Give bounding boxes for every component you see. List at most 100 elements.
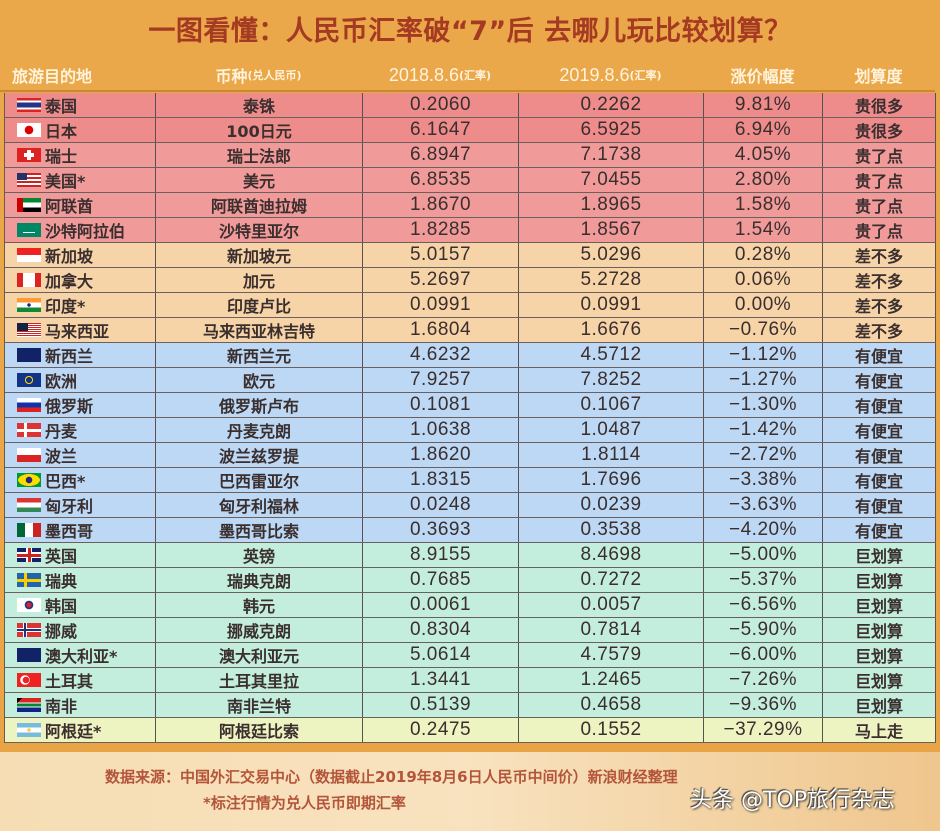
rating-cell: 巨划算 — [823, 543, 936, 567]
change-cell: −5.00% — [704, 543, 823, 567]
rate-2019-cell: 0.1067 — [519, 393, 704, 417]
exchange-rate-table: 泰国 泰铢 0.2060 0.2262 9.81% 贵很多 日本 100日元 6… — [4, 93, 936, 743]
rate-2018-cell: 6.8535 — [363, 168, 519, 192]
table-row: 土耳其 土耳其里拉 1.3441 1.2465 −7.26% 巨划算 — [5, 668, 936, 693]
eu-flag-icon — [17, 373, 41, 387]
newzealand-flag-icon — [17, 348, 41, 362]
rate-2018-cell: 0.0248 — [363, 493, 519, 517]
rate-2019-cell: 1.8567 — [519, 218, 704, 242]
rating-cell: 有便宜 — [823, 418, 936, 442]
rating-cell: 贵很多 — [823, 93, 936, 117]
rate-2019-cell: 0.3538 — [519, 518, 704, 542]
currency-cell: 新西兰元 — [156, 343, 363, 367]
rating-cell: 马上走 — [823, 718, 936, 742]
rate-2019-cell: 1.2465 — [519, 668, 704, 692]
table-row: 瑞典 瑞典克朗 0.7685 0.7272 −5.37% 巨划算 — [5, 568, 936, 593]
destination-cell: 阿根廷* — [5, 718, 156, 742]
destination-name: 新西兰 — [45, 347, 94, 366]
currency-cell: 南非兰特 — [156, 693, 363, 717]
rate-2019-cell: 1.6676 — [519, 318, 704, 342]
rate-2018-cell: 0.2475 — [363, 718, 519, 742]
destination-name: 加拿大 — [45, 272, 94, 291]
russia-flag-icon — [17, 398, 41, 412]
change-cell: 2.80% — [704, 168, 823, 192]
change-cell: 4.05% — [704, 143, 823, 167]
page-title: 一图看懂：人民币汇率破“7”后 去哪儿玩比较划算？ — [148, 16, 792, 47]
destination-name: 美国* — [45, 172, 86, 191]
table-row: 阿根廷* 阿根廷比索 0.2475 0.1552 −37.29% 马上走 — [5, 718, 936, 743]
rate-2019-cell: 1.8114 — [519, 443, 704, 467]
currency-cell: 巴西雷亚尔 — [156, 468, 363, 492]
rate-2019-cell: 1.0487 — [519, 418, 704, 442]
destination-name: 日本 — [45, 122, 78, 141]
rate-2018-cell: 0.1081 — [363, 393, 519, 417]
currency-cell: 泰铢 — [156, 93, 363, 117]
destination-name: 阿联酋 — [45, 197, 94, 216]
rating-cell: 巨划算 — [823, 618, 936, 642]
hungary-flag-icon — [17, 498, 41, 512]
rating-cell: 贵了点 — [823, 193, 936, 217]
destination-cell: 阿联酋 — [5, 193, 156, 217]
change-cell: −9.36% — [704, 693, 823, 717]
denmark-flag-icon — [17, 423, 41, 437]
destination-cell: 土耳其 — [5, 668, 156, 692]
destination-cell: 英国 — [5, 543, 156, 567]
table-row: 瑞士 瑞士法郎 6.8947 7.1738 4.05% 贵了点 — [5, 143, 936, 168]
change-cell: −4.20% — [704, 518, 823, 542]
destination-name: 阿根廷* — [45, 722, 102, 741]
change-cell: 0.06% — [704, 268, 823, 292]
rating-cell: 有便宜 — [823, 393, 936, 417]
rate-2019-cell: 4.5712 — [519, 343, 704, 367]
rate-2019-cell: 0.0057 — [519, 593, 704, 617]
destination-name: 印度* — [45, 297, 86, 316]
change-cell: −5.37% — [704, 568, 823, 592]
rate-2018-cell: 6.8947 — [363, 143, 519, 167]
currency-cell: 美元 — [156, 168, 363, 192]
destination-cell: 墨西哥 — [5, 518, 156, 542]
argentina-flag-icon — [17, 723, 41, 737]
rating-cell: 贵很多 — [823, 118, 936, 142]
rating-cell: 差不多 — [823, 243, 936, 267]
destination-name: 土耳其 — [45, 672, 94, 691]
rate-2018-cell: 1.8620 — [363, 443, 519, 467]
thailand-flag-icon — [17, 98, 41, 112]
rate-2018-cell: 4.6232 — [363, 343, 519, 367]
currency-cell: 瑞士法郎 — [156, 143, 363, 167]
norway-flag-icon — [17, 623, 41, 637]
change-cell: −1.30% — [704, 393, 823, 417]
header-value: 划算度 — [854, 67, 903, 86]
uae-flag-icon — [17, 198, 41, 212]
table-row: 新加坡 新加坡元 5.0157 5.0296 0.28% 差不多 — [5, 243, 936, 268]
rate-2019-cell: 0.1552 — [519, 718, 704, 742]
change-cell: −6.00% — [704, 643, 823, 667]
table-row: 欧洲 欧元 7.9257 7.8252 −1.27% 有便宜 — [5, 368, 936, 393]
header-rate-2019: 2019.8.6 (汇率) — [518, 60, 703, 90]
currency-cell: 墨西哥比索 — [156, 518, 363, 542]
change-cell: −2.72% — [704, 443, 823, 467]
currency-cell: 新加坡元 — [156, 243, 363, 267]
destination-name: 泰国 — [45, 97, 78, 116]
destination-name: 挪威 — [45, 622, 78, 641]
change-cell: −3.38% — [704, 468, 823, 492]
table-row: 韩国 韩元 0.0061 0.0057 −6.56% 巨划算 — [5, 593, 936, 618]
switzerland-flag-icon — [17, 148, 41, 162]
rating-cell: 贵了点 — [823, 168, 936, 192]
data-source-note: 数据来源：中国外汇交易中心（数据截止2019年8月6日人民币中间价）新浪财经整理 — [105, 768, 678, 786]
destination-cell: 新西兰 — [5, 343, 156, 367]
canada-flag-icon — [17, 273, 41, 287]
header-currency: 币种 (兑人民币) — [155, 60, 362, 90]
saudi-flag-icon — [17, 223, 41, 237]
destination-name: 巴西* — [45, 472, 86, 491]
change-cell: −7.26% — [704, 668, 823, 692]
change-cell: 0.00% — [704, 293, 823, 317]
destination-cell: 加拿大 — [5, 268, 156, 292]
currency-cell: 英镑 — [156, 543, 363, 567]
rate-2019-cell: 6.5925 — [519, 118, 704, 142]
turkey-flag-icon — [17, 673, 41, 687]
rating-cell: 有便宜 — [823, 468, 936, 492]
rate-2018-cell: 1.8285 — [363, 218, 519, 242]
table-row: 印度* 印度卢比 0.0991 0.0991 0.00% 差不多 — [5, 293, 936, 318]
table-row: 俄罗斯 俄罗斯卢布 0.1081 0.1067 −1.30% 有便宜 — [5, 393, 936, 418]
destination-cell: 新加坡 — [5, 243, 156, 267]
rating-cell: 差不多 — [823, 268, 936, 292]
